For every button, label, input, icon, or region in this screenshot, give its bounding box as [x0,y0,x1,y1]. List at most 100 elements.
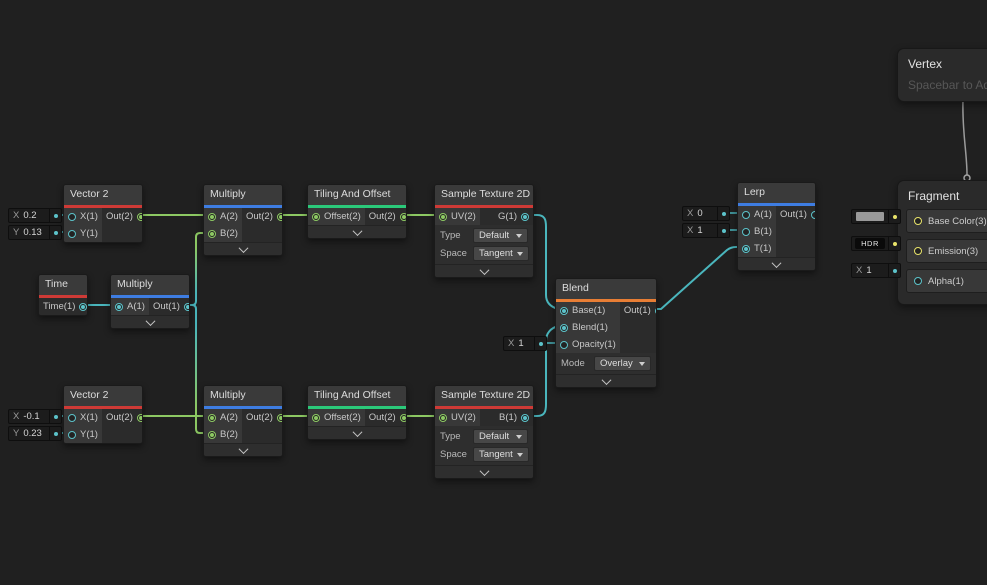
port-out-icon[interactable] [276,212,282,221]
port-b-icon[interactable] [742,227,750,236]
port-alpha-icon[interactable] [914,277,922,285]
field-connector-icon[interactable] [888,264,900,277]
port-opacity-icon[interactable] [560,340,568,349]
alpha-value-field[interactable]: X 1 [851,263,901,278]
x-value-field[interactable]: X -0.1 [8,409,62,424]
wire-multiplymid-to-multiplybottom-b[interactable] [182,304,210,434]
collapse-toggle[interactable] [308,426,406,439]
port-x-icon[interactable] [68,212,76,221]
mode-dropdown[interactable]: Overlay [594,356,651,371]
emission-hdr-field[interactable]: HDR [851,236,901,251]
field-connector-icon[interactable] [888,210,900,223]
field-value[interactable]: 1 [866,265,872,276]
node-sample-texture-bottom[interactable]: Sample Texture 2D UV(2) B(1) Type Defaul… [434,385,534,479]
space-dropdown[interactable]: Tangent [473,447,529,462]
port-out-icon[interactable] [183,302,189,311]
collapse-toggle[interactable] [738,257,815,270]
field-connector-icon[interactable] [49,427,61,440]
port-time-icon[interactable] [79,302,87,311]
wire-vertex-to-fragment[interactable] [962,99,968,176]
port-out-icon[interactable] [810,210,815,219]
port-uv-icon[interactable] [439,212,447,221]
port-b-icon[interactable] [521,413,529,422]
add-block-hint[interactable]: Spacebar to Add [908,78,987,92]
node-lerp[interactable]: Lerp A(1) B(1) T(1) Out(1) [737,182,816,271]
y-value-field[interactable]: Y 0.13 [8,225,62,240]
port-blend-icon[interactable] [560,323,568,332]
collapse-toggle[interactable] [204,443,282,456]
wire-samplebottom-b-to-blend-blend[interactable] [524,325,563,417]
field-connector-icon[interactable] [717,207,729,220]
collapse-toggle[interactable] [111,315,189,328]
lerp-b-value-field[interactable]: X 1 [682,223,730,238]
block-base-color[interactable]: Base Color(3) [906,209,987,233]
field-connector-icon[interactable] [49,209,61,222]
port-a-icon[interactable] [208,413,216,422]
opacity-value-field[interactable]: X 1 [503,336,547,351]
port-emission-icon[interactable] [914,247,922,255]
port-t-icon[interactable] [742,244,750,253]
block-alpha[interactable]: Alpha(1) [906,269,987,293]
field-value[interactable]: 0 [697,208,703,219]
port-base-icon[interactable] [560,306,568,315]
field-connector-icon[interactable] [534,337,546,350]
node-tiling-top[interactable]: Tiling And Offset Offset(2) Out(2) [307,184,407,239]
collapse-toggle[interactable] [556,374,656,387]
collapse-toggle[interactable] [204,242,282,255]
port-a-icon[interactable] [742,210,750,219]
node-blend[interactable]: Blend Base(1) Blend(1) Opacity(1) Out(1)… [555,278,657,388]
node-multiply-top[interactable]: Multiply A(2) B(2) Out(2) [203,184,283,256]
lerp-a-value-field[interactable]: X 0 [682,206,730,221]
color-swatch[interactable] [856,212,884,221]
node-tiling-bottom[interactable]: Tiling And Offset Offset(2) Out(2) [307,385,407,440]
field-value[interactable]: 0.2 [23,210,37,221]
port-out-icon[interactable] [399,212,406,221]
port-a-icon[interactable] [208,212,216,221]
port-x-icon[interactable] [68,413,76,422]
field-value[interactable]: 0.13 [23,227,42,238]
field-value[interactable]: 1 [697,225,703,236]
x-value-field[interactable]: X 0.2 [8,208,62,223]
node-vector2-top[interactable]: Vector 2 X(1) Y(1) Out(2) [63,184,143,243]
node-multiply-mid[interactable]: Multiply A(1) Out(1) [110,274,190,329]
node-multiply-bottom[interactable]: Multiply A(2) B(2) Out(2) [203,385,283,457]
port-b-icon[interactable] [208,430,216,439]
collapse-toggle[interactable] [435,465,533,478]
port-b-icon[interactable] [208,229,216,238]
port-y-icon[interactable] [68,229,76,238]
y-value-field[interactable]: Y 0.23 [8,426,62,441]
port-out-icon[interactable] [136,212,142,221]
port-out-icon[interactable] [654,306,656,315]
node-time[interactable]: Time Time(1) [38,274,88,316]
port-offset-icon[interactable] [312,212,320,221]
field-value[interactable]: 0.23 [23,428,42,439]
type-dropdown[interactable]: Default [473,228,528,243]
port-offset-icon[interactable] [312,413,320,422]
field-value[interactable]: -0.1 [23,411,40,422]
field-connector-icon[interactable] [717,224,729,237]
type-dropdown[interactable]: Default [473,429,528,444]
space-dropdown[interactable]: Tangent [473,246,529,261]
port-a-icon[interactable] [115,302,123,311]
collapse-toggle[interactable] [308,225,406,238]
port-g-icon[interactable] [521,212,529,221]
block-emission[interactable]: Emission(3) [906,239,987,263]
field-connector-icon[interactable] [49,226,61,239]
port-out-icon[interactable] [399,413,406,422]
hdr-badge[interactable]: HDR [855,238,885,249]
wire-blend-out-to-lerp-t[interactable] [645,246,745,310]
field-value[interactable]: 1 [518,338,524,349]
vertex-stack[interactable]: Vertex Spacebar to Add [897,48,987,102]
field-connector-icon[interactable] [49,410,61,423]
wire-sampletop-g-to-blend-base[interactable] [524,214,563,310]
port-out-icon[interactable] [136,413,142,422]
port-base-color-icon[interactable] [914,217,922,225]
port-y-icon[interactable] [68,430,76,439]
port-uv-icon[interactable] [439,413,447,422]
node-vector2-bottom[interactable]: Vector 2 X(1) Y(1) Out(2) [63,385,143,444]
node-sample-texture-top[interactable]: Sample Texture 2D UV(2) G(1) Type Defaul… [434,184,534,278]
fragment-stack[interactable]: Fragment Base Color(3) Emission(3) Alpha… [897,180,987,305]
port-out-icon[interactable] [276,413,282,422]
field-connector-icon[interactable] [888,237,900,250]
